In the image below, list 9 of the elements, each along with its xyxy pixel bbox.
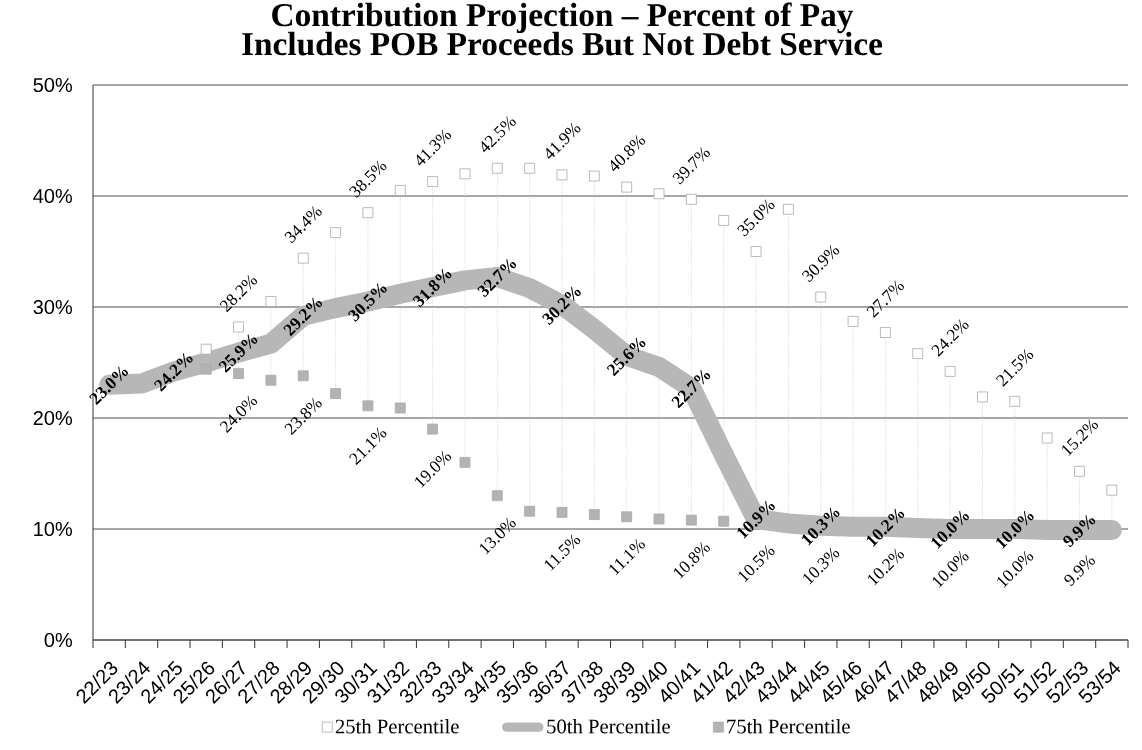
y-tick-label: 10% [34,521,73,537]
y-tick-label: 20% [33,410,73,426]
y-tick-label: 50% [33,77,73,93]
y-tick-label: 30% [33,299,73,315]
y-tick-label: 0% [44,632,73,648]
legend-label: 25th Percentile [335,718,459,734]
y-tick-label: 40% [33,188,73,204]
legend-label: 75th Percentile [727,718,850,734]
legend-label: 50th Percentile [547,718,670,734]
